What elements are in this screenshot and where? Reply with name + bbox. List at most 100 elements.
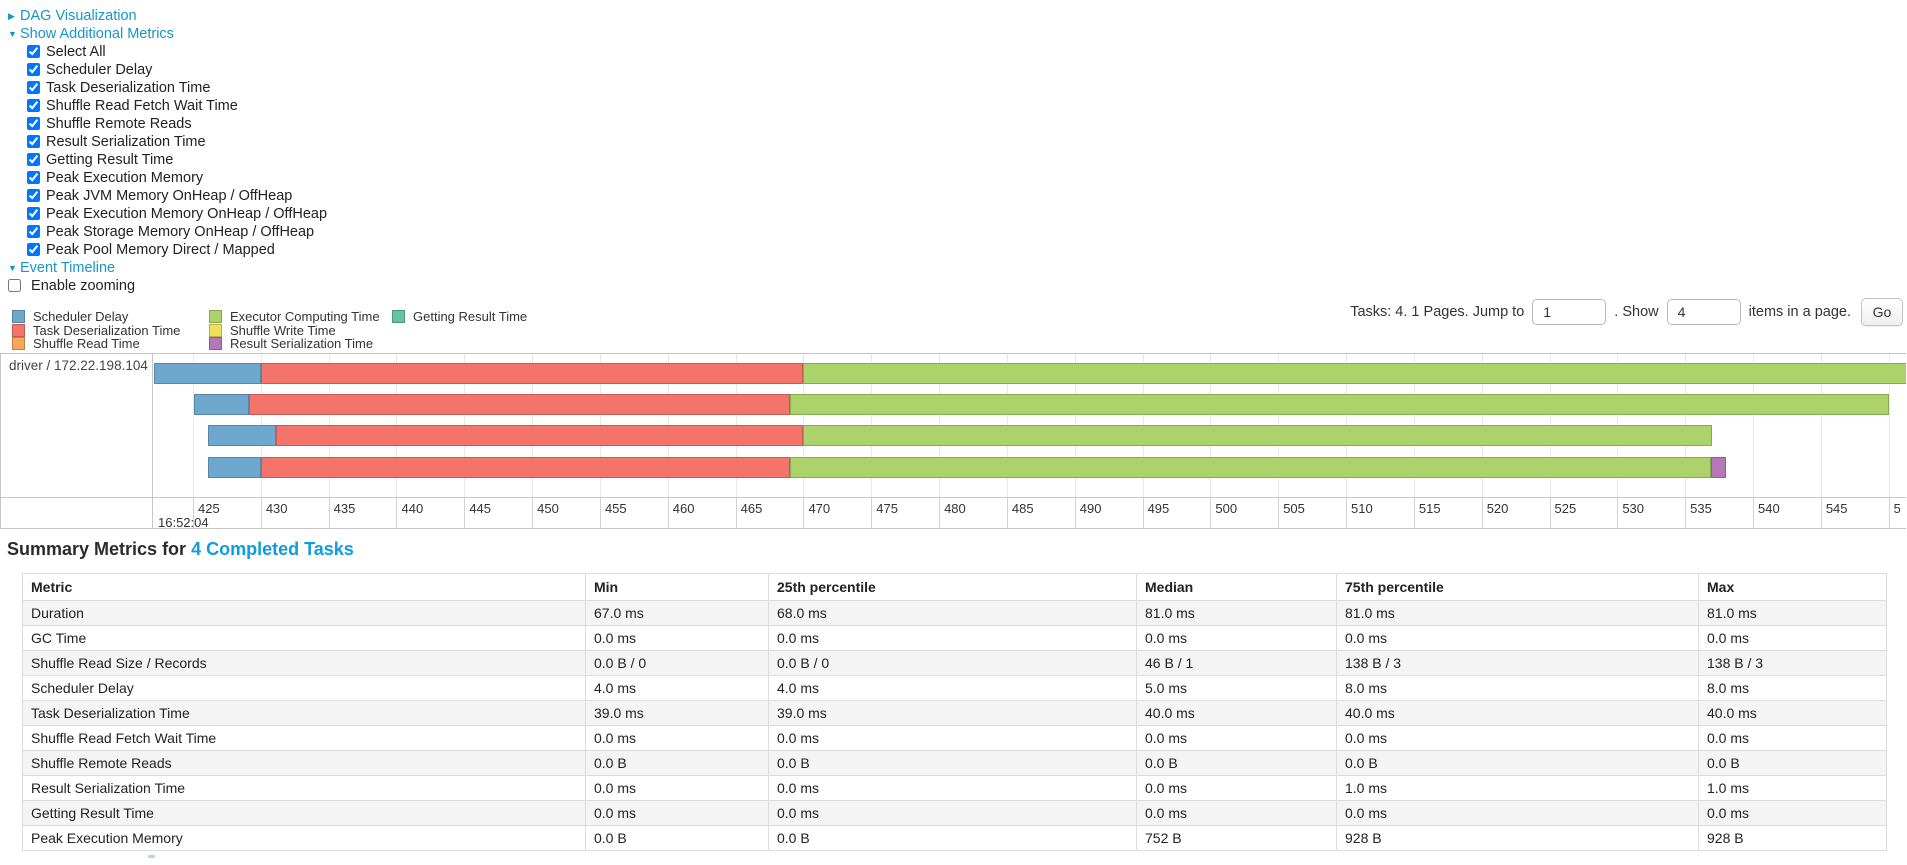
summary-table-row: GC Time 0.0 ms 0.0 ms 0.0 ms 0.0 ms 0.0 ms: [22, 625, 1887, 651]
metric-checkbox-peak-execution-memory[interactable]: [27, 171, 40, 184]
metric-value-cell: 928 B: [1336, 825, 1699, 851]
show-additional-metrics-toggle[interactable]: ▼ Show Additional Metrics: [8, 25, 327, 43]
summary-column-header-min: Min: [585, 573, 769, 601]
task-bar-segment-executor-computing-time: [803, 363, 1906, 384]
task-bar-segment-scheduler-delay: [194, 394, 249, 415]
metric-value-cell: 0.0 B: [585, 750, 769, 776]
summary-column-header-max: Max: [1698, 573, 1887, 601]
summary-table-body: Duration 67.0 ms 68.0 ms 81.0 ms 81.0 ms 81.0…: [22, 600, 1887, 851]
metric-value-cell: 0.0 ms: [1136, 725, 1337, 751]
metric-option-row: Peak JVM Memory OnHeap / OffHeap: [27, 187, 327, 205]
timeline-axis-tick: [193, 497, 195, 528]
metric-value-cell: 138 B / 3: [1336, 650, 1699, 676]
metric-checkbox-peak-execution-memory-onheap-offheap[interactable]: [27, 207, 40, 220]
metric-name-cell: Shuffle Read Size / Records: [22, 650, 586, 676]
enable-zooming-checkbox[interactable]: [8, 279, 21, 292]
timeline-tick-label: 480: [944, 501, 966, 516]
timeline-tick-label: 525: [1554, 501, 1577, 516]
metric-checkbox-peak-storage-memory-onheap-offheap[interactable]: [27, 225, 40, 238]
expanded-arrow-icon: ▼: [8, 29, 17, 39]
metric-checkbox-select-all[interactable]: [27, 45, 40, 58]
timeline-axis-tick: [599, 497, 601, 528]
task-bar-segment-task-deserialization-time: [248, 394, 790, 415]
legend-column: Getting Result Time: [392, 310, 527, 324]
metric-checkbox-result-serialization-time[interactable]: [27, 135, 40, 148]
metric-name-cell: Peak Execution Memory: [22, 825, 586, 851]
legend-swatch-icon: [392, 310, 405, 323]
legend-item-result-serialization-time: Result Serialization Time: [209, 337, 380, 351]
metric-checkbox-peak-pool-memory-direct-mapped[interactable]: [27, 243, 40, 256]
completed-tasks-link[interactable]: 4 Completed Tasks: [191, 539, 354, 559]
task-bar-segment-scheduler-delay: [153, 363, 261, 384]
metric-checkbox-shuffle-read-fetch-wait-time[interactable]: [27, 99, 40, 112]
task-bar-segment-task-deserialization-time: [260, 363, 804, 384]
summary-table-row: Shuffle Remote Reads 0.0 B 0.0 B 0.0 B 0.0 B…: [22, 750, 1887, 776]
legend-swatch-icon: [209, 337, 222, 351]
legend-item-shuffle-read-time: Shuffle Read Time: [12, 337, 180, 351]
metric-checkbox-label: Scheduler Delay: [46, 62, 153, 78]
timeline-axis-tick: [1752, 497, 1754, 528]
timeline-tick-label: 510: [1351, 501, 1373, 516]
tasks-count-text: Tasks: 4. 1 Pages. Jump to: [1350, 304, 1525, 320]
summary-table-row: Shuffle Read Fetch Wait Time 0.0 ms 0.0 ms…: [22, 725, 1887, 751]
summary-column-header-median: Median: [1136, 573, 1337, 601]
metric-option-row: Shuffle Read Fetch Wait Time: [27, 97, 327, 115]
timeline-axis-tick: [1685, 497, 1687, 528]
metric-value-cell: 68.0 ms: [768, 600, 1137, 626]
metric-value-cell: 0.0 ms: [1698, 625, 1887, 651]
metric-name-cell: Task Deserialization Time: [22, 700, 586, 726]
task-bar-segment-executor-computing-time: [789, 394, 1889, 415]
metric-value-cell: 4.0 ms: [768, 675, 1137, 701]
legend-swatch-icon: [12, 310, 25, 323]
legend-item-getting-result-time: Getting Result Time: [392, 310, 527, 324]
timeline-axis-tick: [1481, 497, 1483, 528]
task-pagination: Tasks: 4. 1 Pages. Jump to . Show items …: [1350, 297, 1903, 327]
metric-checkbox-shuffle-remote-reads[interactable]: [27, 117, 40, 130]
summary-metrics-heading: Summary Metrics for 4 Completed Tasks: [7, 539, 354, 560]
jump-to-page-input[interactable]: [1532, 299, 1607, 325]
metric-checkbox-scheduler-delay[interactable]: [27, 63, 40, 76]
dag-visualization-label: DAG Visualization: [20, 8, 137, 24]
task-bar-segment-scheduler-delay: [207, 425, 276, 446]
summary-metrics-table: Metric Min 25th percentile Median 75th perce…: [22, 573, 1887, 851]
metric-checkbox-label: Peak Execution Memory OnHeap / OffHeap: [46, 206, 328, 222]
legend-swatch-icon: [12, 337, 25, 351]
metric-value-cell: 0.0 B: [1336, 750, 1699, 776]
timeline-base-time-label: 16:52:04: [158, 515, 209, 528]
legend-swatch-icon: [209, 310, 222, 323]
collapsed-arrow-icon: ▶: [8, 11, 15, 21]
metric-value-cell: 0.0 B: [585, 825, 769, 851]
legend-label: Shuffle Write Time: [230, 322, 336, 338]
summary-table-row: Getting Result Time 0.0 ms 0.0 ms 0.0 ms 0.0…: [22, 800, 1887, 826]
dag-visualization-toggle[interactable]: ▶ DAG Visualization: [8, 7, 327, 25]
timeline-gridline: [1752, 354, 1754, 497]
timeline-tick-label: 425: [198, 501, 220, 516]
timeline-axis-tick: [1346, 497, 1348, 528]
legend-label: Shuffle Read Time: [33, 336, 140, 352]
go-button[interactable]: Go: [1861, 298, 1903, 326]
task-bar-segment-executor-computing-time: [803, 425, 1713, 446]
task-bar-segment-task-deserialization-time: [275, 425, 804, 446]
metric-value-cell: 0.0 B: [768, 825, 1137, 851]
metric-checkbox-task-deserialization-time[interactable]: [27, 81, 40, 94]
metric-option-row: Select All: [27, 43, 327, 61]
metric-value-cell: 0.0 ms: [1698, 800, 1887, 826]
legend-swatch-icon: [12, 323, 25, 337]
show-text: . Show: [1614, 304, 1659, 320]
metric-checkbox-label: Peak Execution Memory: [46, 170, 204, 186]
metric-value-cell: 1.0 ms: [1698, 775, 1887, 801]
metric-checkbox-label: Shuffle Remote Reads: [46, 116, 192, 132]
event-timeline-toggle[interactable]: ▼ Event Timeline: [8, 259, 327, 277]
timeline-axis-tick: [260, 497, 262, 528]
metric-value-cell: 138 B / 3: [1698, 650, 1887, 676]
metric-name-cell: Duration: [22, 600, 586, 626]
timeline-tick-label: 505: [1283, 501, 1305, 516]
metric-value-cell: 0.0 ms: [585, 800, 769, 826]
metric-checkbox-peak-jvm-memory-onheap-offheap[interactable]: [27, 189, 40, 202]
metric-name-cell: Shuffle Remote Reads: [22, 750, 586, 776]
timeline-tick-label: 450: [537, 501, 559, 516]
items-per-page-input[interactable]: [1666, 299, 1741, 325]
metric-checkbox-getting-result-time[interactable]: [27, 153, 40, 166]
metric-value-cell: 0.0 ms: [1336, 625, 1699, 651]
timeline-axis-tick: [735, 497, 737, 528]
